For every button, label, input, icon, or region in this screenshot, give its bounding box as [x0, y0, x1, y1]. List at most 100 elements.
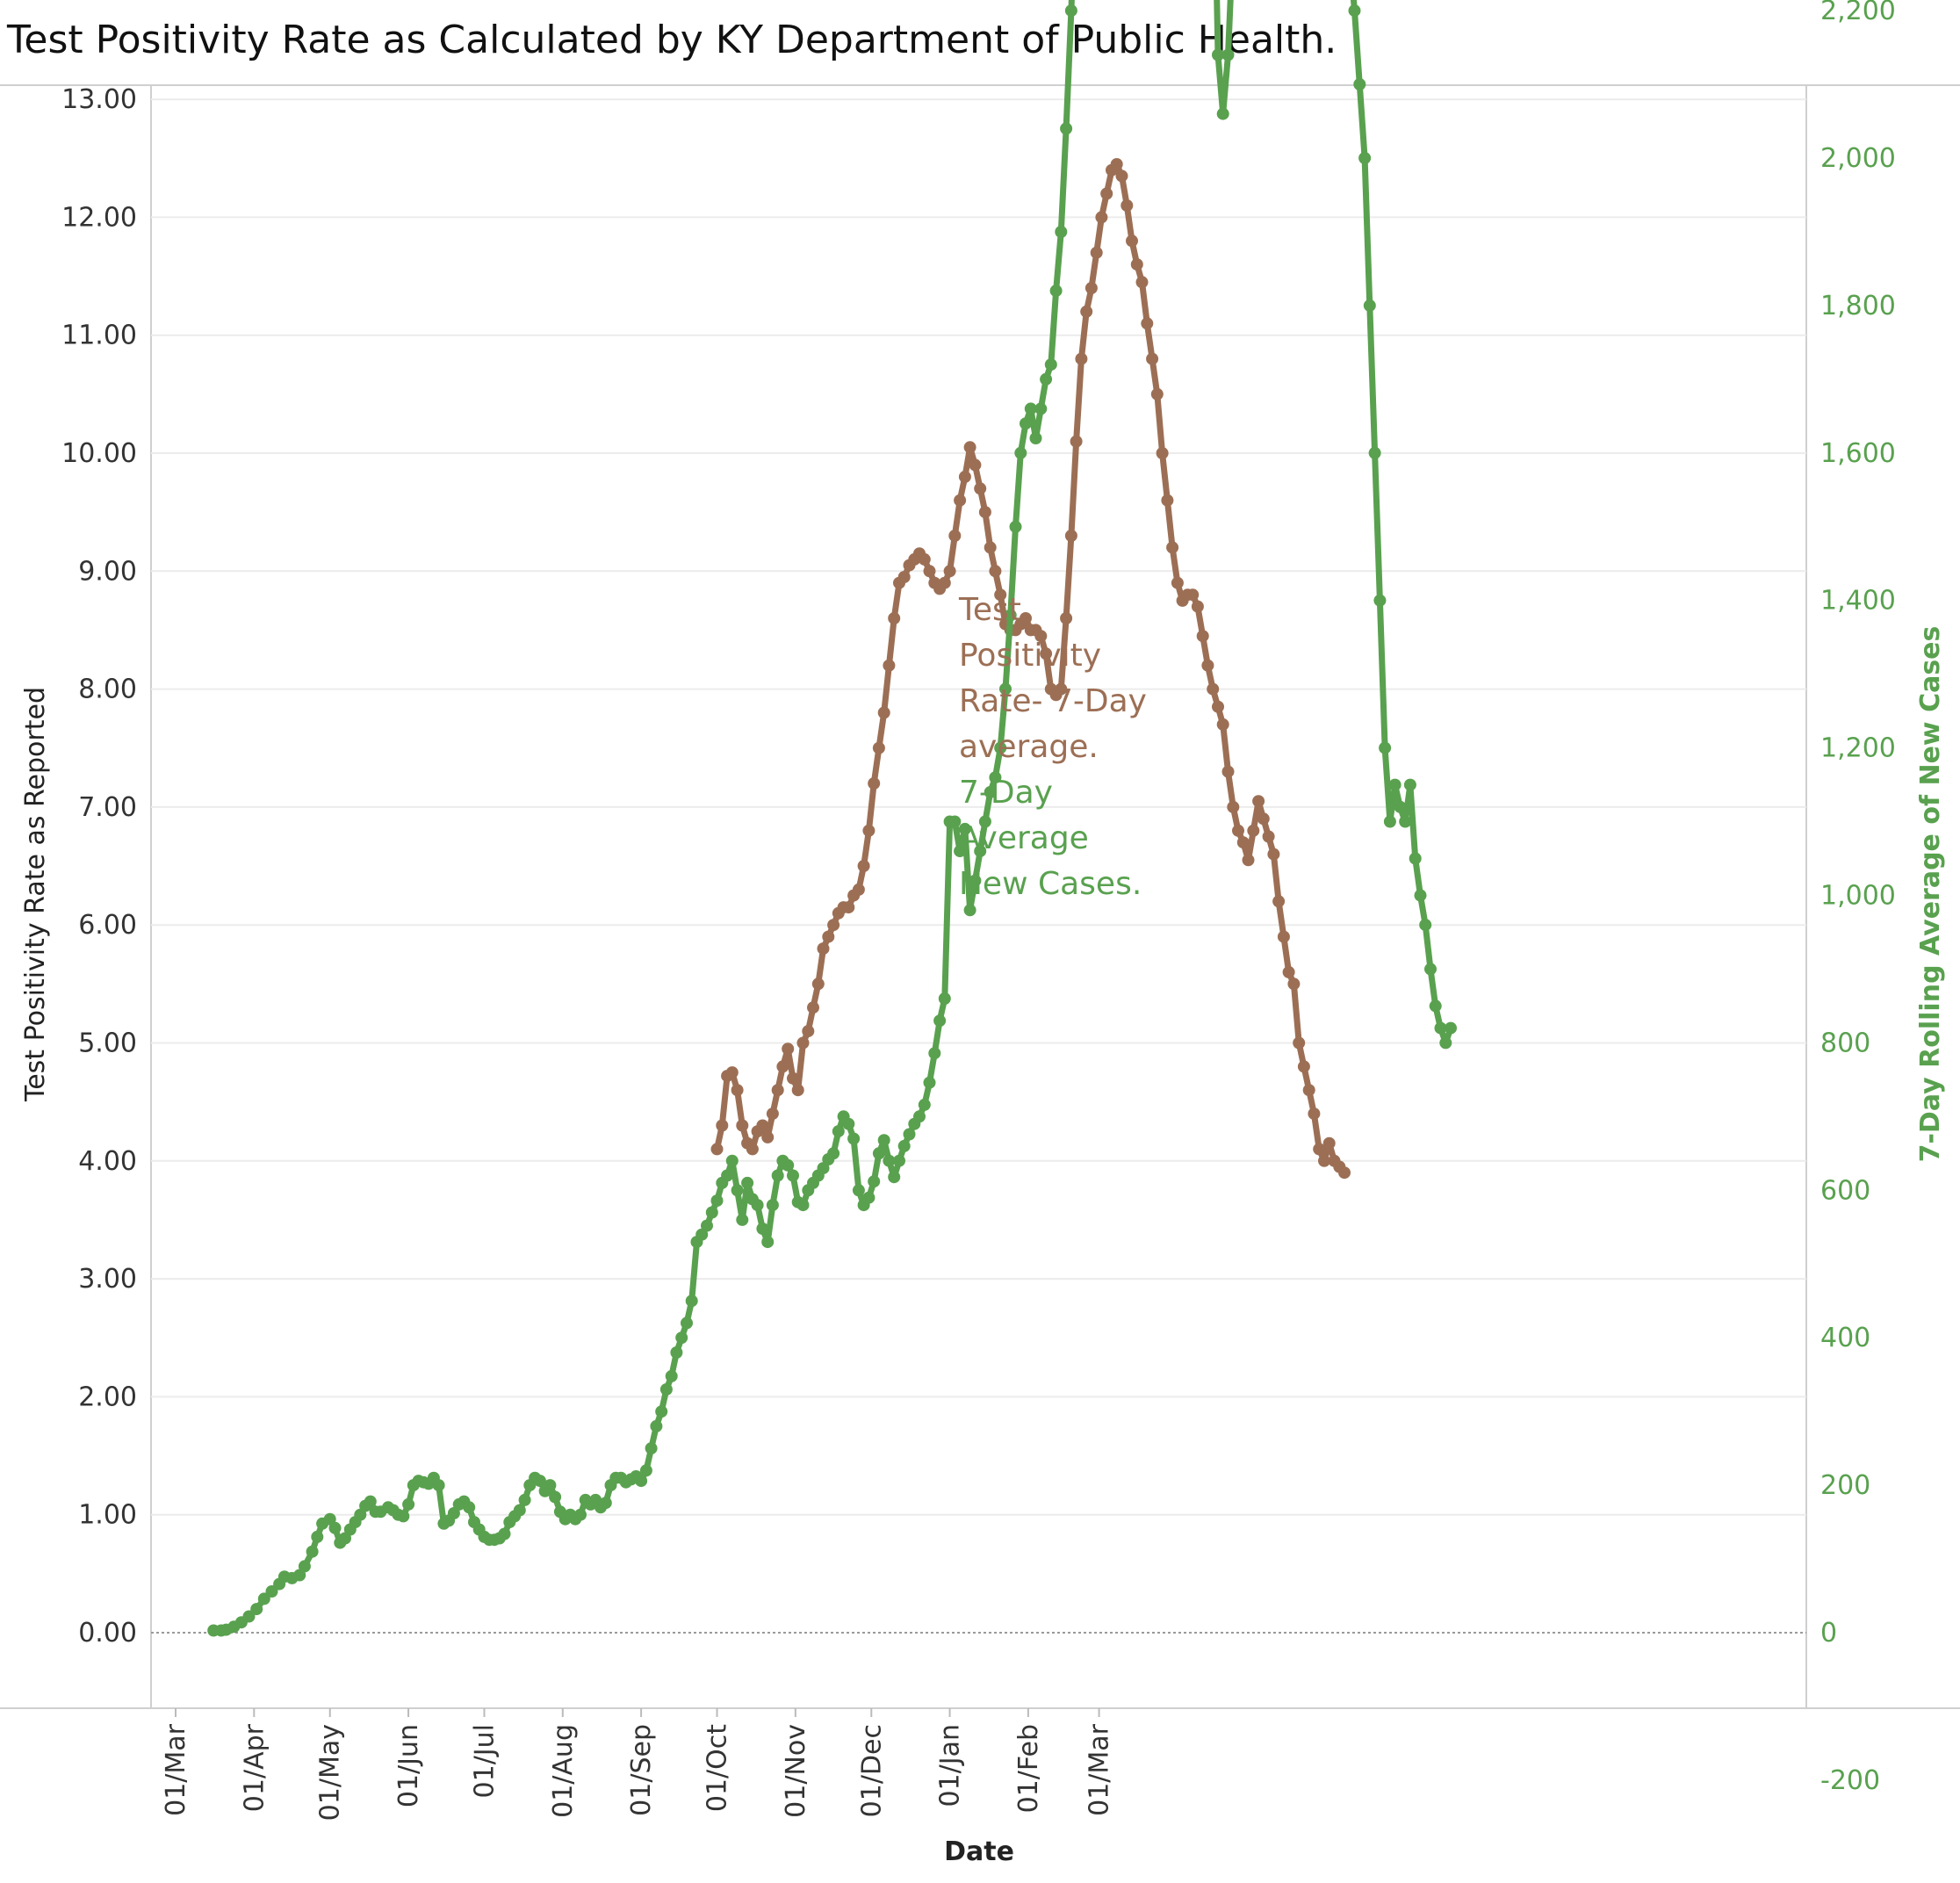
data-point-positivity: [1232, 824, 1244, 837]
data-point-positivity: [883, 659, 896, 672]
data-point-cases: [1363, 299, 1376, 312]
data-point-cases: [1388, 778, 1402, 791]
left-tick-label: 0.00: [78, 1618, 137, 1649]
data-point-positivity: [787, 1071, 799, 1085]
data-point-cases: [963, 904, 976, 917]
data-point-positivity: [1141, 317, 1154, 330]
left-axis-ticks: 0.00 1.00 2.00 3.00 4.00 5.00 6.00 7.00 8.00 9.00…: [61, 84, 137, 1649]
data-point-cases: [852, 1184, 865, 1197]
data-point-positivity: [1191, 600, 1204, 613]
data-point-cases: [705, 1206, 718, 1219]
data-point-positivity: [842, 901, 855, 914]
data-point-positivity: [974, 482, 987, 495]
data-point-cases: [1060, 122, 1073, 135]
data-point-positivity: [877, 706, 890, 719]
data-point-positivity: [1186, 588, 1200, 602]
data-point-positivity: [710, 1143, 724, 1156]
data-point-cases: [893, 1154, 905, 1167]
data-point-positivity: [1171, 576, 1184, 589]
left-tick-label: 2.00: [78, 1382, 137, 1412]
data-point-cases: [847, 1132, 861, 1145]
data-point-positivity: [1272, 895, 1286, 908]
data-point-positivity: [888, 612, 901, 624]
data-point-positivity: [1095, 211, 1108, 224]
right-tick-label: 1,400: [1820, 586, 1896, 617]
data-point-cases: [1424, 963, 1437, 976]
data-point-positivity: [1293, 1036, 1306, 1050]
data-point-positivity: [1084, 282, 1098, 294]
data-point-cases: [364, 1495, 377, 1508]
right-tick-label: 400: [1820, 1323, 1870, 1353]
data-point-cases: [685, 1295, 698, 1308]
data-point-positivity: [1277, 930, 1290, 943]
data-point-cases: [913, 1110, 926, 1123]
data-point-positivity: [1302, 1084, 1315, 1097]
data-point-cases: [877, 1134, 890, 1147]
data-point-cases: [771, 1169, 784, 1182]
data-point-cases: [751, 1199, 764, 1212]
data-point-positivity: [731, 1084, 744, 1097]
data-point-cases: [1034, 402, 1048, 415]
data-point-positivity: [1100, 187, 1113, 200]
x-tick-label: 01/Jun: [393, 1724, 424, 1807]
x-tick-label: 01/Jan: [935, 1724, 966, 1807]
data-point-positivity: [1318, 1154, 1330, 1167]
data-point-cases: [432, 1479, 445, 1492]
data-point-cases: [1439, 1036, 1452, 1050]
data-point-positivity: [1287, 978, 1301, 991]
data-point-positivity: [796, 1036, 810, 1050]
data-point-positivity: [716, 1119, 729, 1132]
series-layer: [207, 0, 1457, 1637]
right-axis-ticks: -200 0 200 400 600 800 1,000 1,200 1,400 1,600 1,8…: [1820, 0, 1896, 1796]
left-tick-label: 4.00: [78, 1146, 137, 1177]
data-point-positivity: [1055, 682, 1068, 696]
data-point-cases: [242, 1610, 256, 1623]
data-point-positivity: [771, 1084, 784, 1097]
data-point-cases: [1049, 285, 1063, 298]
right-tick-label: 600: [1820, 1175, 1870, 1206]
data-point-cases: [868, 1175, 881, 1188]
data-point-positivity: [868, 777, 881, 790]
data-point-cases: [872, 1147, 885, 1160]
data-point-cases: [1014, 446, 1027, 459]
left-tick-label: 9.00: [78, 556, 137, 587]
data-point-positivity: [746, 1143, 759, 1156]
series-cases: [207, 0, 1457, 1637]
data-point-cases: [974, 845, 987, 858]
data-point-cases: [1029, 432, 1042, 444]
data-point-cases: [994, 741, 1007, 754]
data-point-cases: [463, 1501, 476, 1514]
data-point-cases: [650, 1419, 663, 1432]
data-point-positivity: [1126, 234, 1138, 248]
x-tick-label: 01/May: [315, 1724, 346, 1821]
data-point-positivity: [897, 571, 911, 583]
data-point-positivity: [1121, 199, 1134, 212]
data-point-cases: [1409, 852, 1422, 865]
data-point-positivity: [1216, 718, 1229, 731]
data-point-positivity: [1338, 1166, 1351, 1180]
data-point-cases: [989, 771, 1002, 784]
data-point-cases: [549, 1490, 562, 1504]
data-point-cases: [533, 1475, 546, 1488]
right-tick-label: 1,800: [1820, 291, 1896, 321]
data-point-cases: [1379, 741, 1392, 754]
left-tick-label: 10.00: [61, 438, 137, 469]
data-point-positivity: [736, 1119, 749, 1132]
data-point-positivity: [1110, 158, 1123, 170]
data-point-positivity: [756, 1119, 769, 1132]
data-point-positivity: [1090, 246, 1103, 259]
data-point-cases: [1020, 417, 1032, 430]
data-point-cases: [933, 1014, 947, 1028]
left-tick-label: 1.00: [78, 1500, 137, 1531]
annotation-positivity: average.: [959, 729, 1099, 765]
data-point-positivity: [827, 919, 840, 932]
data-point-cases: [725, 1154, 739, 1167]
data-point-cases: [1044, 358, 1057, 372]
series-positivity: [710, 158, 1351, 1180]
data-point-cases: [257, 1592, 270, 1605]
data-point-positivity: [1227, 800, 1240, 813]
data-point-cases: [681, 1317, 693, 1330]
right-tick-label: 800: [1820, 1028, 1870, 1058]
data-point-cases: [721, 1169, 734, 1182]
data-point-positivity: [857, 860, 870, 872]
